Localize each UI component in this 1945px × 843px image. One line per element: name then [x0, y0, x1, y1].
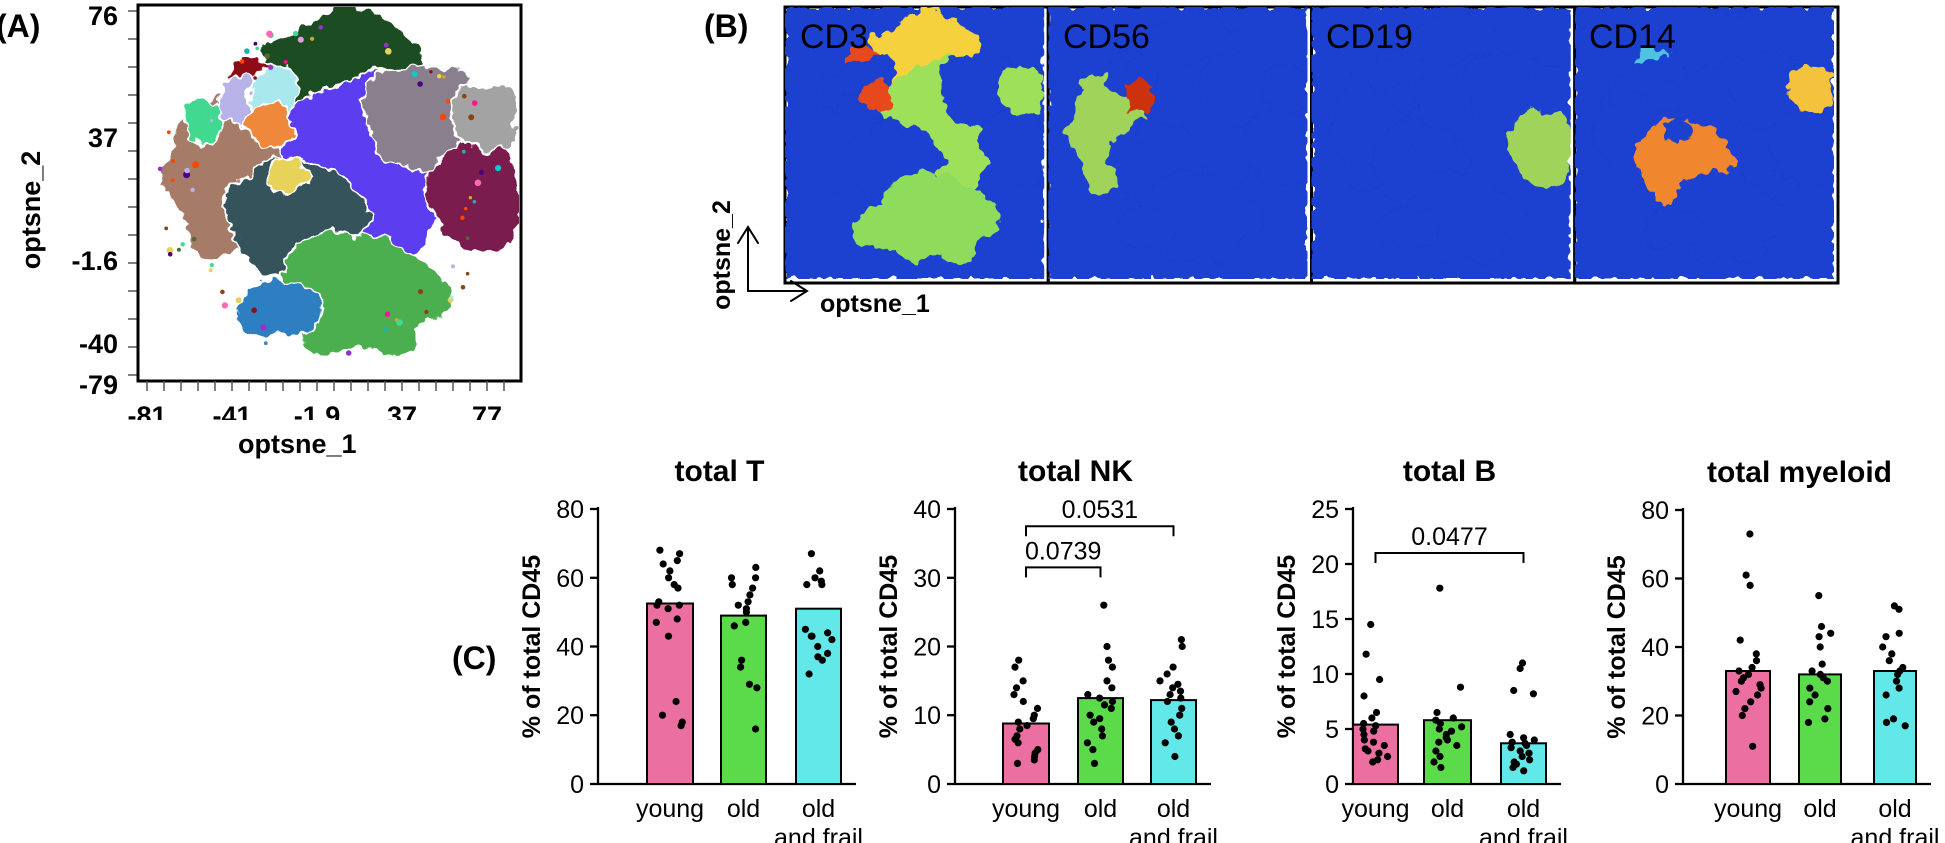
- svg-text:and frail: and frail: [1129, 824, 1218, 843]
- svg-text:60: 60: [1641, 566, 1669, 594]
- svg-text:old: old: [1084, 795, 1117, 823]
- svg-text:40: 40: [556, 634, 584, 662]
- svg-text:total B: total B: [1403, 455, 1496, 488]
- svg-text:and frail: and frail: [1479, 824, 1568, 843]
- svg-text:old: old: [802, 795, 835, 823]
- svg-text:total myeloid: total myeloid: [1707, 456, 1892, 489]
- svg-text:20: 20: [1311, 551, 1339, 579]
- svg-text:total NK: total NK: [1018, 455, 1133, 488]
- svg-text:old: old: [1431, 795, 1464, 823]
- svg-text:total T: total T: [675, 455, 765, 488]
- svg-text:old: old: [1507, 795, 1540, 823]
- svg-text:old: old: [1878, 795, 1911, 823]
- svg-text:young: young: [992, 795, 1060, 823]
- svg-text:young: young: [1714, 795, 1782, 823]
- svg-text:20: 20: [913, 634, 941, 662]
- svg-text:25: 25: [1311, 496, 1339, 524]
- svg-text:0: 0: [1325, 771, 1339, 799]
- svg-text:10: 10: [913, 702, 941, 730]
- svg-text:30: 30: [913, 565, 941, 593]
- svg-text:% of total CD45: % of total CD45: [1273, 555, 1301, 738]
- svg-text:% of total CD45: % of total CD45: [875, 555, 903, 738]
- svg-text:60: 60: [556, 565, 584, 593]
- svg-text:0.0477: 0.0477: [1411, 523, 1487, 551]
- svg-text:20: 20: [1641, 703, 1669, 731]
- svg-text:40: 40: [913, 496, 941, 524]
- svg-text:0: 0: [927, 771, 941, 799]
- svg-text:0.0739: 0.0739: [1025, 537, 1101, 565]
- svg-text:5: 5: [1325, 716, 1339, 744]
- svg-text:0: 0: [570, 771, 584, 799]
- svg-text:old: old: [727, 795, 760, 823]
- svg-text:0.0531: 0.0531: [1062, 496, 1138, 524]
- svg-text:0: 0: [1655, 771, 1669, 799]
- svg-text:old: old: [1803, 795, 1836, 823]
- svg-text:20: 20: [556, 702, 584, 730]
- svg-text:10: 10: [1311, 661, 1339, 689]
- svg-text:% of total CD45: % of total CD45: [518, 555, 546, 738]
- svg-text:and frail: and frail: [1851, 824, 1940, 843]
- svg-text:% of total CD45: % of total CD45: [1603, 555, 1631, 738]
- svg-text:80: 80: [1641, 497, 1669, 525]
- svg-text:80: 80: [556, 496, 584, 524]
- svg-text:young: young: [636, 795, 704, 823]
- svg-text:old: old: [1157, 795, 1190, 823]
- svg-text:young: young: [1341, 795, 1409, 823]
- svg-text:15: 15: [1311, 606, 1339, 634]
- svg-text:40: 40: [1641, 634, 1669, 662]
- svg-text:and frail: and frail: [774, 824, 863, 843]
